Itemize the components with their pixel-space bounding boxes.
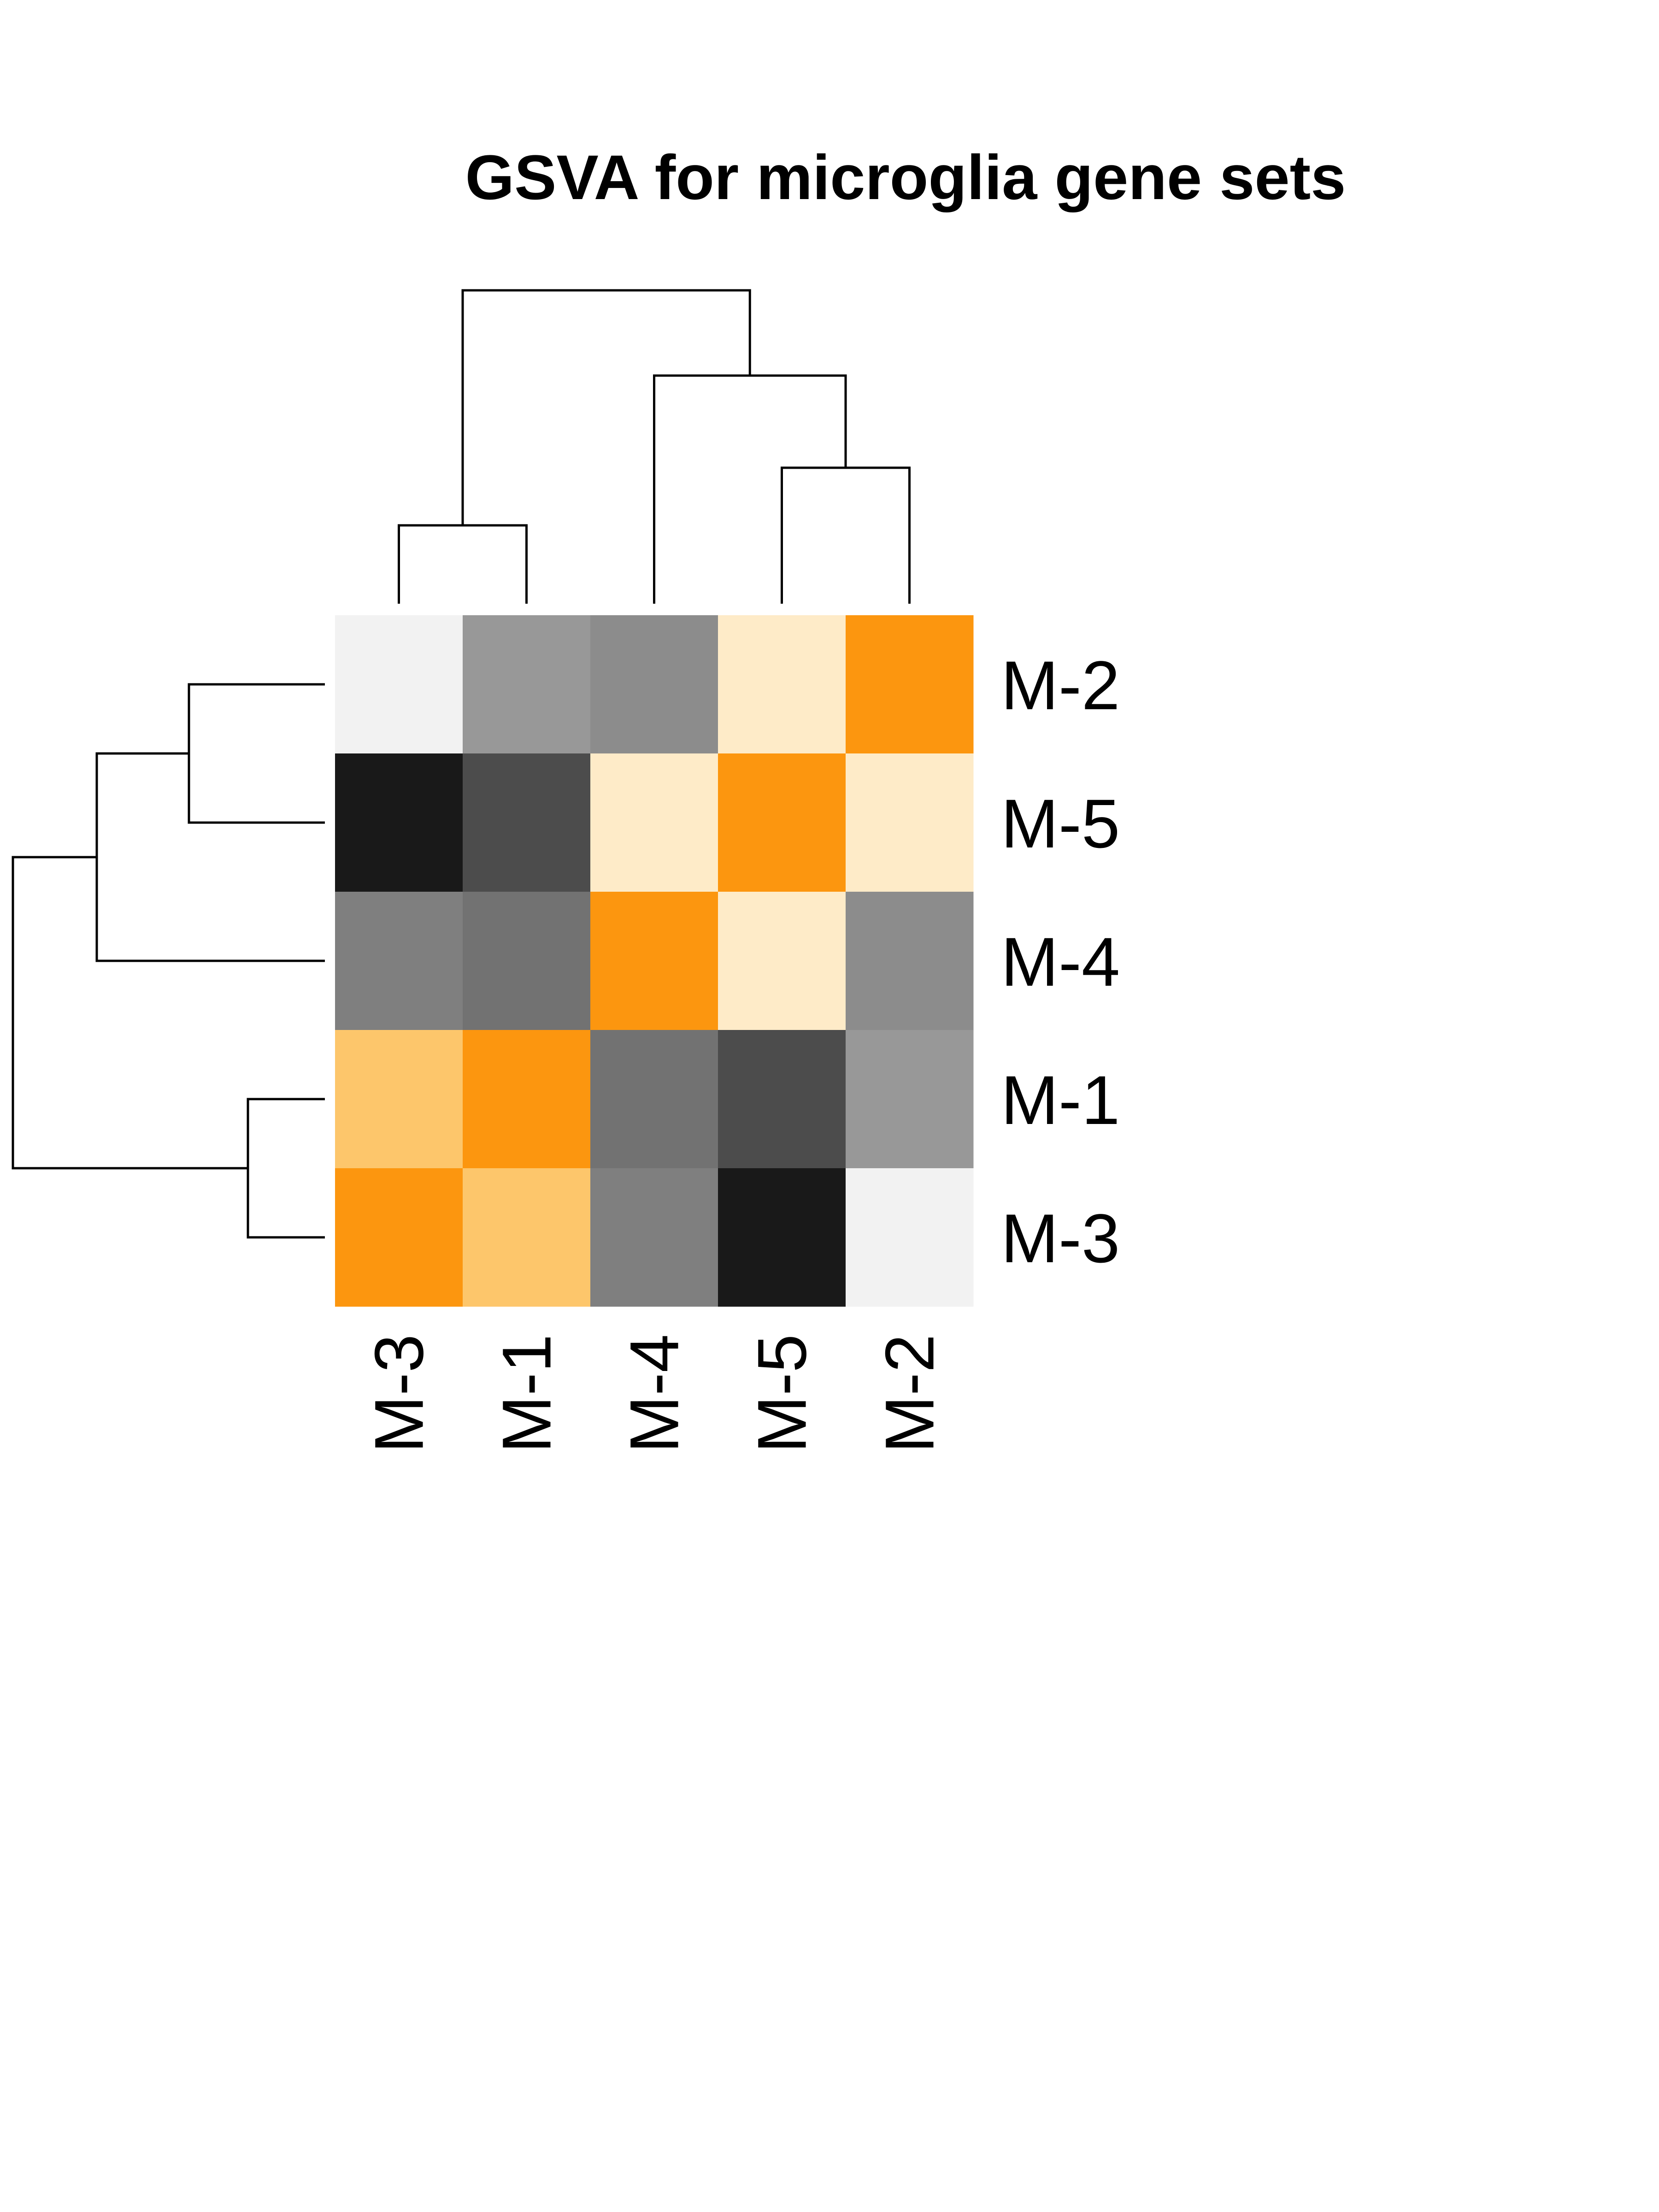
heatmap-cell-M-4-M-3 bbox=[335, 892, 463, 1030]
row-label: M-3 bbox=[1001, 1200, 1120, 1277]
heatmap-cell-M-4-M-1 bbox=[463, 892, 591, 1030]
row-dendro-link-m2-m5 bbox=[188, 683, 325, 824]
column-label: M-5 bbox=[743, 1334, 821, 1453]
heatmap-cell-M-5-M-1 bbox=[463, 753, 591, 892]
row-labels: M-2 M-5 M-4 M-1 M-3 bbox=[1001, 647, 1120, 1277]
col-dendro-link-m4-group bbox=[653, 374, 847, 604]
chart-title: GSVA for microglia gene sets bbox=[465, 142, 1346, 213]
col-dendro-link-m3-m1 bbox=[398, 524, 528, 604]
heatmap-cell-M-2-M-3 bbox=[335, 615, 463, 754]
row-label: M-5 bbox=[1001, 785, 1120, 862]
heatmap-cell-M-3-M-4 bbox=[590, 1168, 718, 1307]
row-label: M-1 bbox=[1001, 1061, 1120, 1139]
heatmap-cell-M-1-M-1 bbox=[463, 1030, 591, 1169]
row-dendro-link-m1-m3 bbox=[247, 1098, 325, 1239]
col-dendro-link-root bbox=[461, 289, 751, 525]
heatmap-cell-M-1-M-4 bbox=[590, 1030, 718, 1169]
column-label: M-4 bbox=[616, 1334, 693, 1453]
heatmap-cell-M-2-M-2 bbox=[846, 615, 974, 754]
heatmap-cell-M-2-M-1 bbox=[463, 615, 591, 754]
heatmap-cell-M-4-M-5 bbox=[718, 892, 846, 1030]
heatmap-cell-M-1-M-5 bbox=[718, 1030, 846, 1169]
row-dendrogram bbox=[12, 683, 325, 1239]
row-dendro-link-root bbox=[12, 856, 248, 1170]
column-label: M-3 bbox=[360, 1334, 438, 1453]
col-dendro-link-m5-m2 bbox=[781, 466, 911, 604]
heatmap-cell-M-4-M-4 bbox=[590, 892, 718, 1030]
heatmap-cell-M-2-M-4 bbox=[590, 615, 718, 754]
heatmap-cell-M-5-M-3 bbox=[335, 753, 463, 892]
heatmap-cell-M-1-M-2 bbox=[846, 1030, 974, 1169]
heatmap-cell-M-3-M-5 bbox=[718, 1168, 846, 1307]
heatmap-cell-M-5-M-5 bbox=[718, 753, 846, 892]
heatmap-cell-M-4-M-2 bbox=[846, 892, 974, 1030]
row-label: M-4 bbox=[1001, 923, 1120, 1000]
row-dendro-link-m4-group bbox=[95, 752, 325, 962]
heatmap-cell-M-5-M-4 bbox=[590, 753, 718, 892]
row-label: M-2 bbox=[1001, 647, 1120, 724]
heatmap-cell-M-1-M-3 bbox=[335, 1030, 463, 1169]
heatmap-cells bbox=[335, 615, 974, 1307]
column-label: M-2 bbox=[871, 1334, 948, 1453]
column-label: M-1 bbox=[488, 1334, 565, 1453]
heatmap-cell-M-5-M-2 bbox=[846, 753, 974, 892]
heatmap-cell-M-3-M-2 bbox=[846, 1168, 974, 1307]
column-dendrogram bbox=[398, 289, 911, 604]
heatmap-cell-M-3-M-3 bbox=[335, 1168, 463, 1307]
heatmap-cell-M-3-M-1 bbox=[463, 1168, 591, 1307]
heatmap-cell-M-2-M-5 bbox=[718, 615, 846, 754]
column-labels: M-3 M-1 M-4 M-5 M-2 bbox=[360, 1334, 948, 1453]
